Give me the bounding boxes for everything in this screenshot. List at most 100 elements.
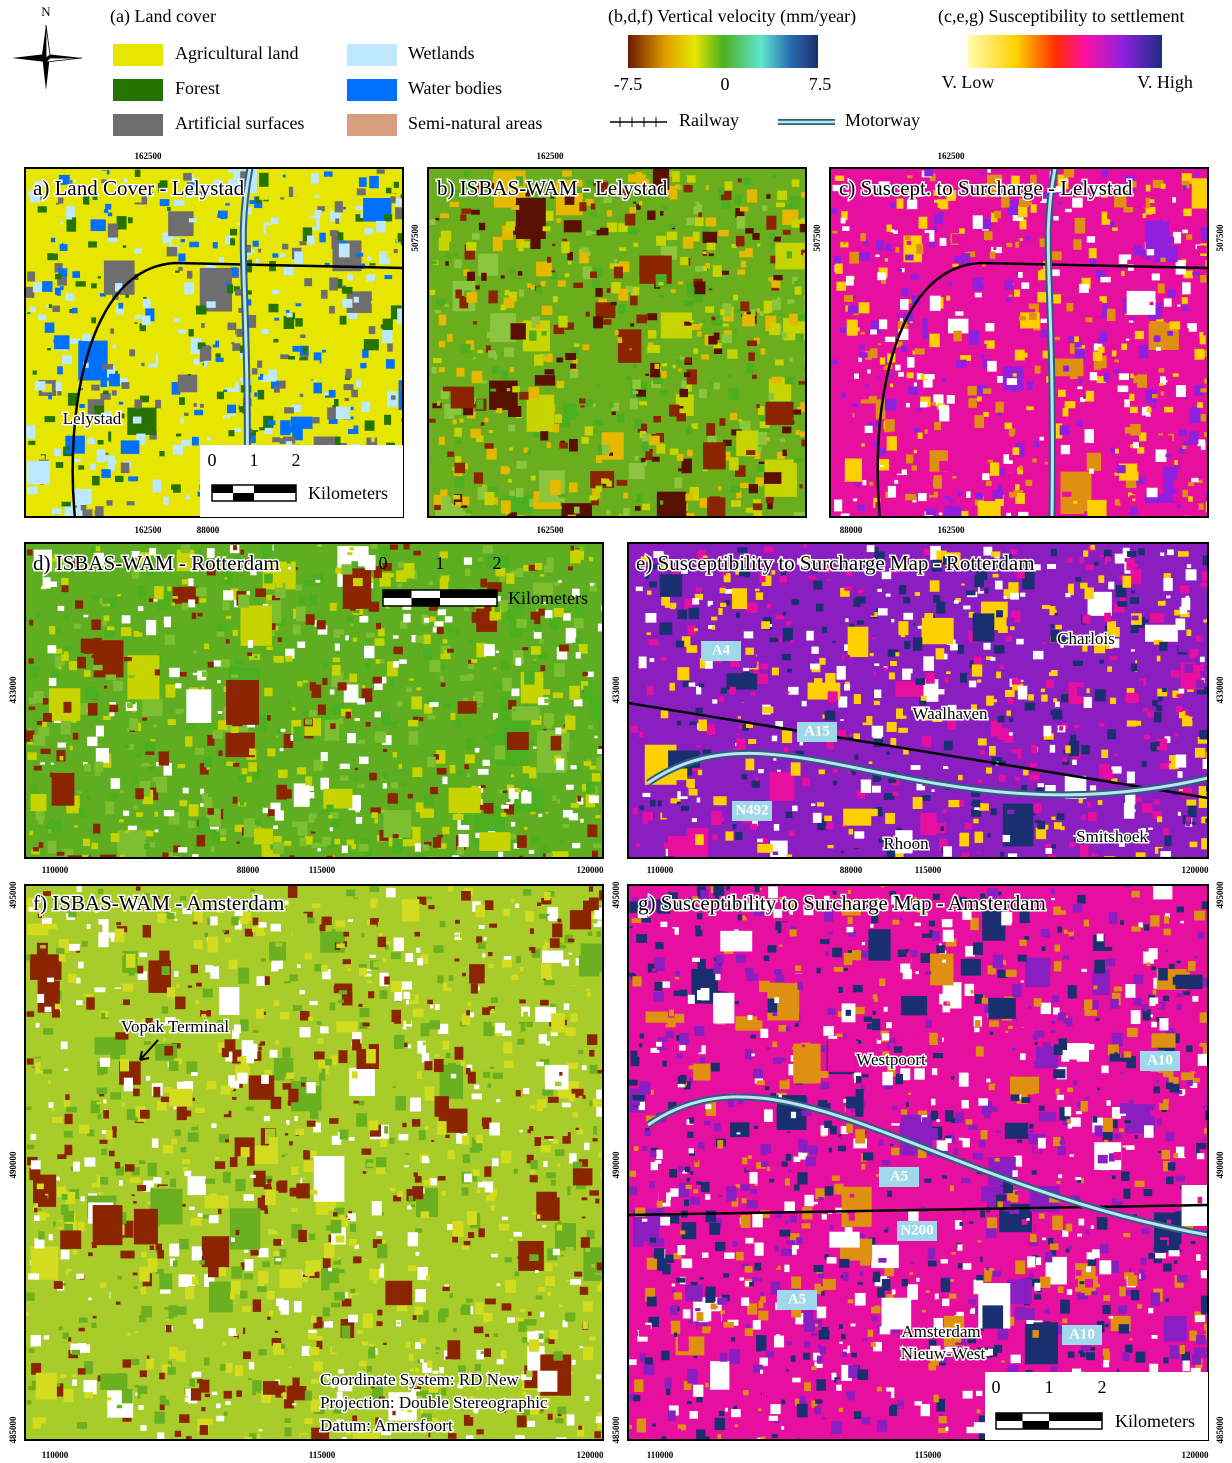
map-cell [534,624,541,632]
map-cell [207,362,235,388]
map-cell [683,185,692,192]
map-cell [1054,616,1059,619]
map-cell [262,1244,269,1247]
map-cell [217,392,224,400]
map-cell [926,673,935,684]
map-cell [176,434,181,437]
map-cell [910,321,913,323]
map-cell [775,359,784,365]
map-cell [98,276,101,278]
map-cell [288,567,291,570]
map-cell [907,357,914,368]
map-cell [184,282,194,294]
map-cell [592,773,601,781]
map-cell [1080,583,1088,589]
map-cell [1090,785,1096,791]
map-cell [1106,219,1109,223]
map-cell [230,229,237,236]
map-cell [274,318,279,321]
map-cell [561,719,566,721]
map-cell [309,594,317,606]
map-cell [926,598,933,602]
map-cell [280,1012,289,1020]
map-cell [27,486,37,494]
ramp-label: V. Low [942,72,995,92]
map-cell [1139,345,1148,359]
map-cell [123,245,126,248]
map-cell [1168,289,1176,297]
map-cell [885,399,897,411]
map-cell [330,689,335,694]
map-cell [1007,810,1014,814]
map-cell [279,232,288,244]
map-cell [974,246,979,250]
map-cell [138,1405,143,1410]
map-cell [122,1359,131,1367]
map-cell [575,606,584,619]
map-cell [553,692,563,698]
map-cell [400,385,410,391]
map-cell [825,673,835,683]
map-cell [698,770,702,776]
map-cell [848,771,851,773]
map-cell [96,1076,101,1082]
map-cell [913,637,922,650]
map-cell [1142,803,1152,812]
map-cell [617,480,628,486]
map-cell [72,308,78,314]
map-cell [103,391,109,394]
map-cell [268,370,277,382]
map-cell [471,659,477,663]
map-cell [1177,504,1181,508]
map-cell [484,1348,491,1357]
map-cell [639,806,644,811]
map-cell [766,194,770,198]
map-cell [586,312,590,317]
map-cell [461,496,469,505]
map-cell [944,741,953,751]
map-cell [740,483,749,488]
map-cell [686,427,693,434]
map-cell [440,654,450,659]
map-cell [736,627,742,633]
map-cell [376,623,381,629]
map-cell [689,789,698,795]
map-cell [110,328,114,333]
road-label: A15 [804,723,830,739]
map-cell [485,900,494,910]
map-cell [609,403,613,408]
map-cell [813,813,822,823]
map-cell [490,389,496,392]
map-cell [960,246,970,252]
map-cell [853,733,860,739]
map-cell [1190,549,1194,554]
map-cell [470,429,481,438]
map-cell [472,371,483,383]
map-cell [1007,618,1015,627]
map-cell [437,768,447,775]
map-cell [661,371,666,379]
map-cell [126,343,129,347]
map-cell [574,344,579,347]
map-cell [1027,381,1033,390]
map-cell [376,221,386,232]
map-cell [887,722,897,732]
map-cell [905,235,911,240]
map-cell [455,463,466,473]
map-cell [948,800,959,807]
map-cell [501,813,507,817]
map-cell [891,229,894,232]
map-cell [1192,718,1196,720]
map-cell [903,613,913,620]
map-cell [1063,408,1069,416]
map-cell [557,1407,566,1414]
map-cell [490,1067,494,1069]
map-cell [184,1171,191,1176]
map-cell [764,472,781,484]
map-cell [1180,607,1188,614]
map-cell [356,253,363,257]
map-cell [694,628,698,631]
map-cell [676,641,684,648]
map-cell [465,754,475,763]
map-cell [1046,680,1054,688]
